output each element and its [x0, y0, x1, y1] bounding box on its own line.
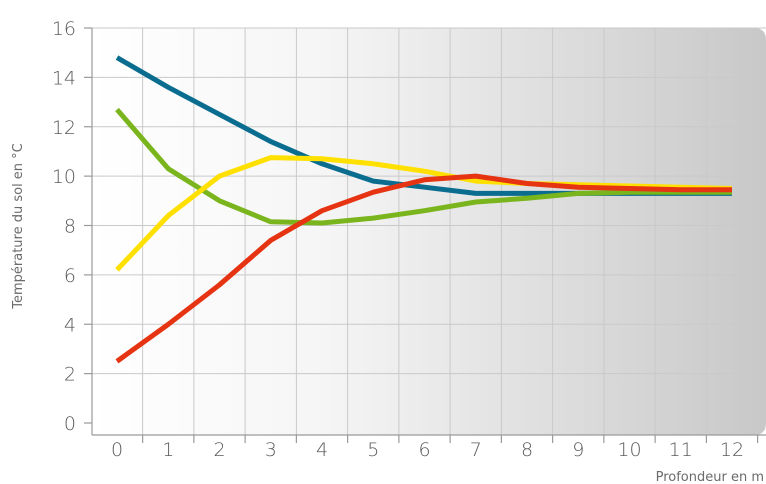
plot-background: [92, 28, 766, 435]
x-tick-label: 5: [367, 439, 379, 461]
x-tick-label: 10: [617, 439, 641, 461]
y-tick-label: 16: [52, 18, 76, 40]
axes: [84, 27, 766, 443]
series-line-4: [115, 173, 732, 364]
y-tick-label: 6: [64, 265, 76, 287]
y-tick-label: 12: [52, 117, 76, 139]
x-tick-label: 0: [111, 439, 123, 461]
x-tick-label: 8: [521, 439, 533, 461]
grid: [92, 27, 766, 435]
series-line-2: [115, 107, 732, 226]
x-tick-label: 7: [470, 439, 482, 461]
x-tick-label: 9: [572, 439, 584, 461]
y-tick-label: 4: [64, 314, 76, 336]
y-axis-label: Température du sol en °C: [11, 143, 26, 310]
y-tick-label: 0: [64, 413, 76, 435]
x-tick-label: 4: [316, 439, 328, 461]
y-tick-label: 14: [52, 67, 76, 89]
x-tick-label: 3: [265, 439, 277, 461]
x-tick-label: 2: [213, 439, 225, 461]
x-tick-label: 6: [418, 439, 430, 461]
x-tick-label: 11: [669, 439, 693, 461]
x-tick-label: 12: [720, 439, 744, 461]
y-tick-label: 8: [64, 216, 76, 238]
x-axis-label: Profondeur en m: [656, 470, 764, 484]
y-tick-label: 2: [64, 364, 76, 386]
x-tick-label: 1: [162, 439, 174, 461]
series-lines: [115, 55, 733, 364]
y-tick-label: 10: [52, 166, 76, 188]
